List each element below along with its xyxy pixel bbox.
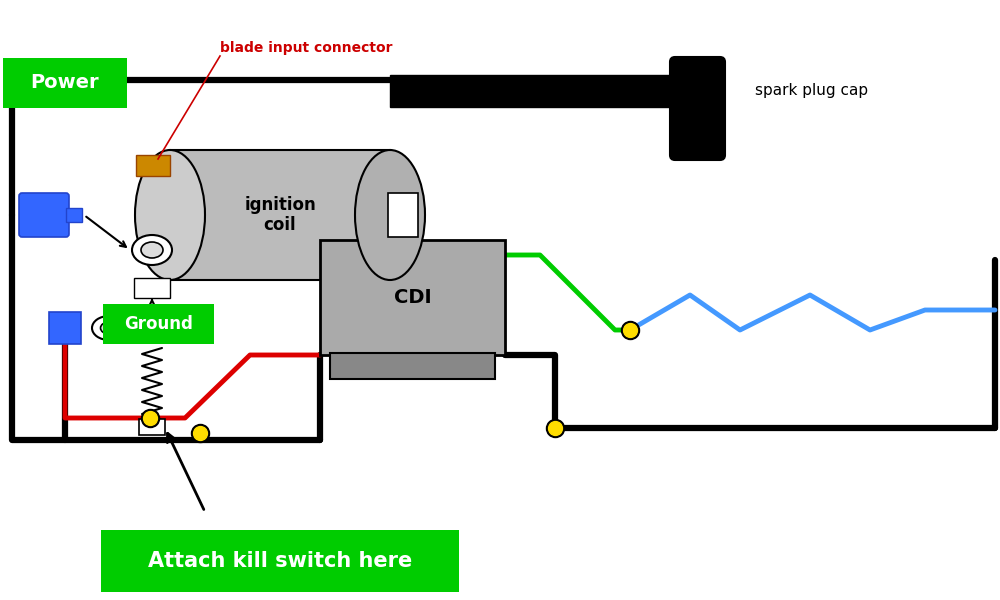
Bar — [390, 75, 675, 107]
Text: Attach kill switch here: Attach kill switch here — [148, 551, 412, 571]
FancyBboxPatch shape — [170, 150, 390, 280]
Ellipse shape — [355, 150, 425, 280]
FancyBboxPatch shape — [320, 240, 505, 355]
FancyBboxPatch shape — [103, 304, 214, 344]
FancyBboxPatch shape — [388, 193, 418, 237]
Ellipse shape — [135, 150, 205, 280]
FancyBboxPatch shape — [670, 57, 725, 160]
Text: Ground: Ground — [124, 315, 193, 333]
Text: Power: Power — [31, 73, 99, 92]
Bar — [139, 419, 165, 435]
FancyBboxPatch shape — [49, 312, 81, 344]
Text: blade input connector: blade input connector — [220, 41, 392, 55]
FancyBboxPatch shape — [330, 353, 495, 379]
Ellipse shape — [100, 322, 118, 334]
Text: ignition
coil: ignition coil — [244, 196, 316, 235]
Text: CDI: CDI — [394, 288, 431, 307]
FancyBboxPatch shape — [136, 155, 170, 176]
FancyBboxPatch shape — [3, 58, 127, 108]
FancyBboxPatch shape — [19, 193, 69, 237]
Text: spark plug cap: spark plug cap — [755, 82, 868, 98]
Bar — [66, 208, 82, 222]
FancyBboxPatch shape — [101, 530, 459, 592]
FancyBboxPatch shape — [134, 278, 170, 298]
Ellipse shape — [92, 316, 126, 340]
Ellipse shape — [141, 242, 163, 258]
Ellipse shape — [132, 235, 172, 265]
